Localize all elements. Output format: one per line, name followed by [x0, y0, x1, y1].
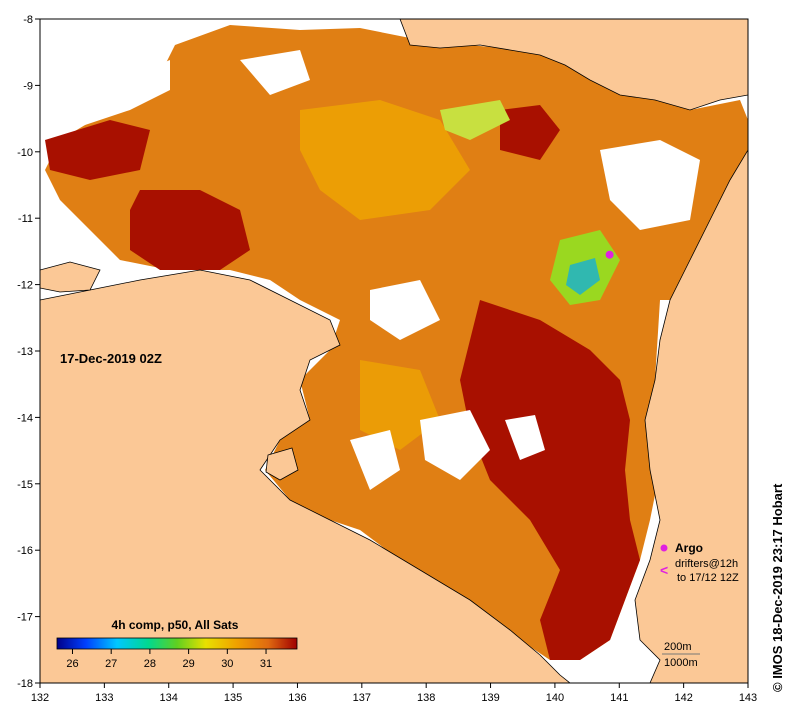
colorbar-tick-label: 28 — [144, 658, 156, 670]
drifter-legend-icon: < — [660, 562, 668, 578]
sst-hot-west — [45, 120, 150, 180]
timestamp-label: 17-Dec-2019 02Z — [60, 351, 162, 366]
land-groote — [265, 447, 299, 481]
y-tick-label: -13 — [17, 346, 33, 358]
colorbar-ticks: 26 27 28 29 30 31 — [66, 649, 272, 670]
sst-hot-ne — [500, 105, 560, 160]
cloud-gap — [240, 50, 310, 95]
sst-mid-band — [300, 100, 470, 220]
x-tick-label: 134 — [160, 692, 178, 704]
sst-hot-gulf — [460, 300, 640, 660]
x-tick-label: 140 — [546, 692, 564, 704]
y-axis: -8 -9 -10 -11 -12 -13 -14 -15 -16 -17 -18 — [17, 14, 40, 690]
y-tick-label: -16 — [17, 545, 33, 557]
x-tick-label: 139 — [481, 692, 499, 704]
isobath-200-label: 200m — [664, 641, 692, 653]
isobath-1000-label: 1000m — [664, 657, 698, 669]
cloud-gap — [370, 280, 440, 340]
y-tick-label: -10 — [17, 147, 33, 159]
x-tick-label: 137 — [353, 692, 371, 704]
colorbar-title: 4h comp, p50, All Sats — [112, 618, 239, 632]
colorbar-tick-label: 26 — [66, 658, 78, 670]
x-tick-label: 133 — [95, 692, 113, 704]
cloud-gap — [505, 415, 545, 460]
colorbar-tick-label: 29 — [182, 658, 194, 670]
x-tick-label: 132 — [31, 692, 49, 704]
cloud-gap — [600, 140, 700, 230]
y-tick-label: -18 — [17, 678, 33, 690]
x-tick-label: 142 — [674, 692, 692, 704]
sst-cool-north — [440, 100, 510, 140]
land-new-guinea — [399, 19, 748, 111]
land-melville — [40, 261, 101, 293]
drifter-legend-sub: to 17/12 12Z — [677, 572, 739, 584]
x-tick-label: 136 — [288, 692, 306, 704]
x-tick-label: 143 — [739, 692, 757, 704]
cloud-gap — [350, 430, 400, 490]
argo-float-marker[interactable] — [605, 250, 614, 259]
colorbar-tick-label: 31 — [260, 658, 272, 670]
x-axis: 132 133 134 135 136 137 138 139 140 141 142 143 — [31, 683, 757, 704]
sst-cold-core — [566, 258, 600, 295]
y-tick-label: -15 — [17, 479, 33, 491]
colorbar-tick-label: 30 — [221, 658, 233, 670]
y-tick-label: -12 — [17, 280, 33, 292]
x-tick-label: 135 — [224, 692, 242, 704]
y-tick-label: -9 — [23, 80, 33, 92]
y-tick-label: -17 — [17, 612, 33, 624]
cloud-gap — [420, 410, 490, 480]
sst-mid-cape — [360, 360, 440, 450]
colorbar — [56, 637, 298, 650]
x-tick-label: 138 — [417, 692, 435, 704]
y-tick-label: -11 — [18, 213, 33, 225]
x-tick-label: 141 — [610, 692, 628, 704]
drifter-legend-label: drifters@12h — [675, 558, 738, 570]
colorbar-tick-label: 27 — [105, 658, 117, 670]
cloud-gap — [60, 60, 170, 130]
sst-hot-north — [130, 190, 250, 270]
argo-legend-label: Argo — [675, 541, 703, 555]
y-tick-label: -14 — [17, 412, 33, 424]
credit-label: © IMOS 18-Dec-2019 23:17 Hobart — [770, 483, 785, 692]
argo-legend-icon — [660, 544, 668, 552]
y-tick-label: -8 — [23, 14, 33, 26]
